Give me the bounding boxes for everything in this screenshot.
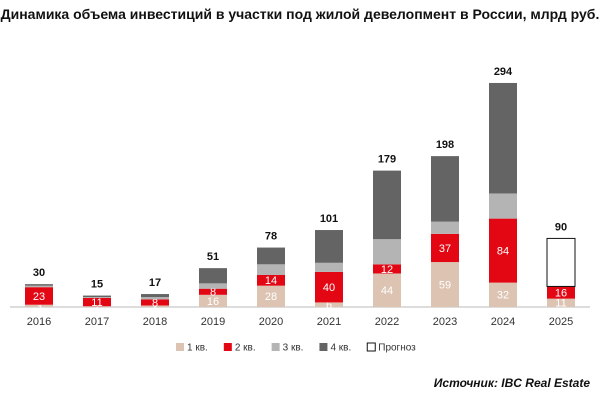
x-tick-label: 2019 [201,316,225,328]
data-label: 32 [497,290,509,302]
total-label: 17 [149,277,161,289]
bar-segment [546,237,576,287]
x-tick-label: 2016 [27,316,51,328]
total-label: 90 [555,221,567,233]
x-tick-label: 2018 [143,316,167,328]
bar-segment [489,193,517,219]
bar-segment [431,262,459,307]
bar-segment [489,282,517,307]
bar-segment [199,283,227,289]
bar-segment [83,297,111,307]
bar-segment [83,306,111,307]
data-label: 11 [555,298,566,310]
bar-segment [141,297,169,300]
bar-segment [315,262,343,272]
bar-segment [315,271,343,303]
data-label: 1 [94,302,100,314]
data-label: 16 [555,287,567,299]
legend-swatch [271,343,280,351]
legend-swatch [176,343,184,351]
total-label: 78 [265,230,277,242]
bar-segment [373,273,401,307]
total-label: 30 [33,267,45,279]
legend-label: Прогноз [378,343,416,354]
bar-segment [199,268,227,284]
total-label: 198 [436,139,454,151]
bar-segment [141,294,169,298]
bar-segment [547,298,575,307]
bar-segment [315,230,343,263]
total-label: 51 [207,251,219,263]
data-label: 40 [323,282,335,294]
x-tick-label: 2023 [433,316,457,328]
bar-segment [373,170,401,240]
chart-title: Динамика объема инвестиций в участки под… [0,6,600,22]
total-label: 101 [320,213,338,225]
legend-label: 1 кв. [187,343,208,354]
data-label: 14 [265,275,277,287]
bar-segment [25,304,53,307]
bar-segment [199,294,227,307]
x-tick-label: 2017 [85,316,109,328]
legend-label: 3 кв. [283,343,304,354]
bar-segment [315,302,343,307]
bar-segment [489,82,517,194]
bar-segment [547,286,575,299]
bar-segment [431,221,459,234]
bar-segment [431,233,459,263]
source: Источник: IBC Real Estate [434,376,591,390]
bar-segment [257,264,285,275]
data-label: 11 [91,297,102,309]
bar-segment [373,264,401,274]
bar-segment [257,274,285,286]
bar-segment [489,218,517,283]
data-label: 23 [33,291,45,303]
data-label: 37 [439,243,451,255]
data-label: 3 [36,301,42,313]
data-label: 12 [381,264,393,276]
bar-segment [257,285,285,307]
data-label: 84 [497,246,509,258]
data-label: 2 [152,301,158,313]
data-label: 6 [326,300,332,312]
bar-segment [25,285,53,288]
bar-segment [373,239,401,265]
x-tick-label: 2020 [259,316,283,328]
bar-segment [141,299,169,306]
total-label: 294 [494,66,513,78]
data-label: 8 [210,287,216,299]
data-label: 44 [381,285,393,297]
bar-segment [257,247,285,265]
x-tick-label: 2022 [375,316,399,328]
data-label: 8 [152,297,158,309]
x-tick-label: 2021 [317,316,341,328]
bar-segment [25,287,53,305]
legend-label: 2 кв. [235,343,256,354]
legend-swatch [223,343,232,351]
data-label: 28 [265,291,277,303]
data-label: 59 [439,279,451,291]
legend-swatch [366,342,376,352]
bar-segment [199,288,227,295]
x-tick-label: 2025 [549,316,573,328]
bar-segment [83,295,111,298]
x-tick-label: 2024 [491,316,515,328]
legend-label: 4 кв. [330,343,351,354]
data-label: 16 [207,296,219,308]
total-label: 15 [91,278,103,290]
legend-swatch [319,343,328,351]
bar-segment [141,305,169,307]
bar-segment [25,284,53,286]
bar-segment [83,297,111,298]
bar-segment [431,156,459,222]
total-label: 179 [378,154,396,166]
